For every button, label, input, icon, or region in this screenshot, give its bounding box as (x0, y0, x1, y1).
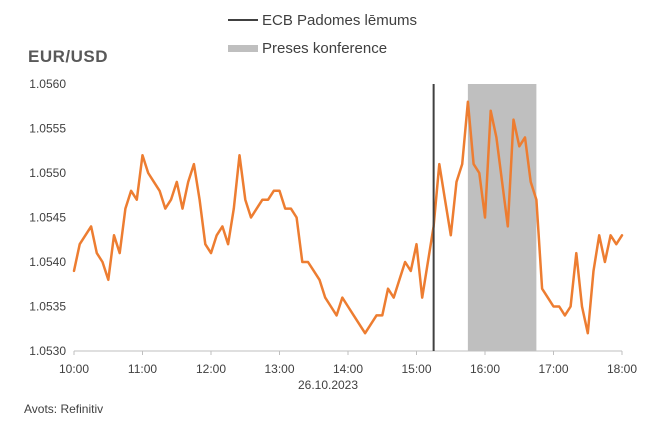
y-tick-label: 1.0545 (29, 211, 66, 225)
y-tick-label: 1.0560 (29, 77, 66, 91)
x-tick-label: 11:00 (128, 362, 157, 376)
y-tick-label: 1.0535 (29, 300, 66, 314)
press-conference-band (467, 84, 537, 351)
x-tick-label: 15:00 (401, 362, 431, 376)
chart-title: EUR/USD (28, 47, 108, 66)
y-tick-label: 1.0550 (29, 166, 66, 180)
legend: ECB Padomes lēmums Preses konference (228, 12, 417, 57)
x-tick-label: 16:00 (470, 362, 500, 376)
x-tick-label: 12:00 (196, 362, 226, 376)
source-note: Avots: Refinitiv (24, 402, 103, 416)
y-tick-label: 1.0530 (29, 344, 66, 358)
eur-usd-series-line (72, 100, 624, 335)
x-tick-label: 17:00 (538, 362, 568, 376)
legend-label-press: Preses konference (262, 40, 387, 57)
x-tick-label: 13:00 (264, 362, 294, 376)
legend-swatch-press-band (228, 45, 258, 52)
date-label: 26.10.2023 (298, 378, 358, 392)
x-tick-label: 18:00 (607, 362, 637, 376)
y-tick-label: 1.0540 (29, 255, 66, 269)
x-tick-label: 14:00 (333, 362, 363, 376)
x-tick-label: 10:00 (59, 362, 89, 376)
legend-label-decision: ECB Padomes lēmums (262, 12, 417, 29)
y-tick-label: 1.0555 (29, 122, 66, 136)
